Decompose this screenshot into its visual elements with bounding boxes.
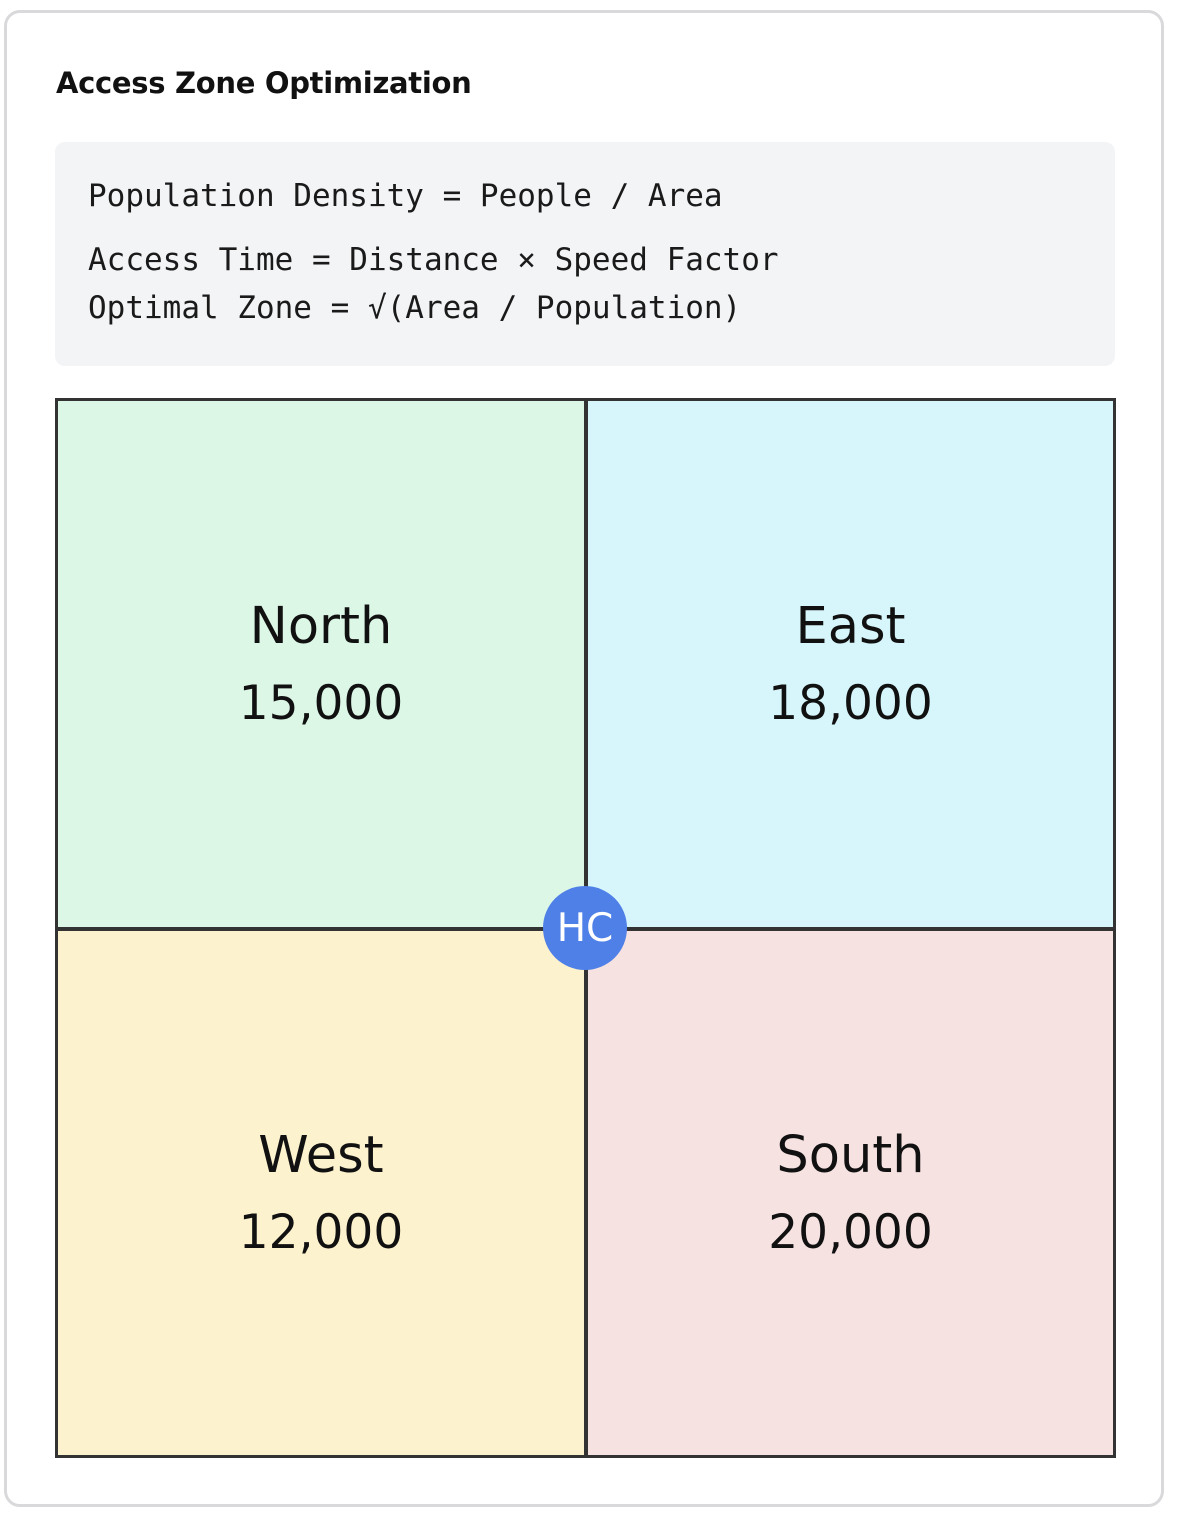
zone-population: 15,000 (238, 676, 404, 731)
formula-optimal-zone: Optimal Zone = √(Area / Population) (88, 290, 742, 326)
zone-north: North 15,000 (58, 401, 584, 927)
zone-population: 18,000 (768, 676, 933, 731)
page-title: Access Zone Optimization (56, 66, 472, 100)
zone-population: 20,000 (768, 1205, 933, 1260)
zone-west: West 12,000 (58, 931, 584, 1455)
zone-south: South 20,000 (588, 931, 1113, 1455)
formula-panel: Population Density = People / Area Acces… (55, 142, 1115, 366)
formula-access-time: Access Time = Distance × Speed Factor (88, 242, 779, 278)
zone-grid: North 15,000 East 18,000 West 12,000 Sou… (55, 398, 1116, 1458)
zone-population: 12,000 (238, 1205, 404, 1260)
zone-east: East 18,000 (588, 401, 1113, 927)
zone-name: South (776, 1126, 925, 1185)
zone-name: West (258, 1126, 384, 1185)
zone-name: East (795, 597, 906, 656)
formula-population-density: Population Density = People / Area (88, 178, 723, 214)
zone-name: North (249, 597, 393, 656)
health-center-hub: HC (543, 886, 627, 970)
